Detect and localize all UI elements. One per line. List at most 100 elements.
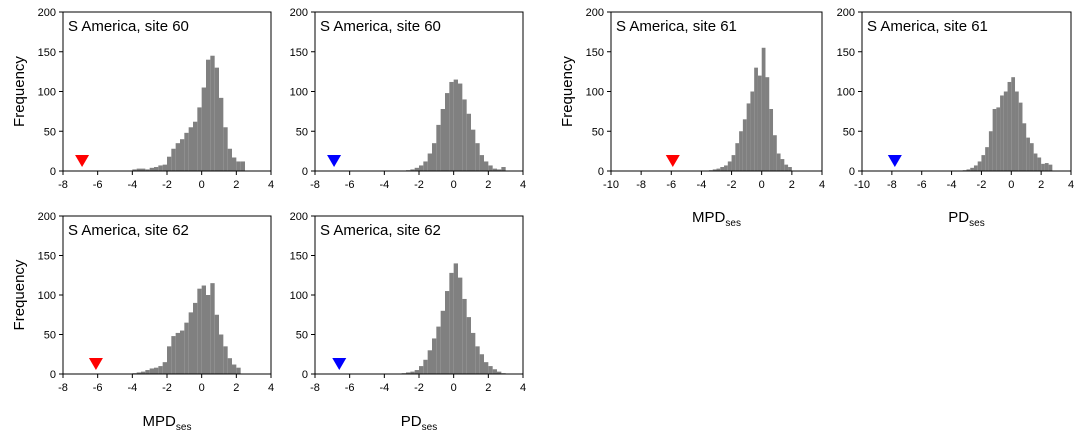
histogram-bar — [180, 139, 185, 171]
y-tick-label: 200 — [586, 7, 604, 19]
histogram-bar — [746, 103, 751, 171]
histogram-bar — [1048, 164, 1053, 171]
histogram-bar — [1015, 91, 1019, 171]
histogram-bar — [475, 143, 480, 171]
histogram-bar — [484, 161, 489, 171]
histogram-bar — [731, 155, 736, 171]
x-tick-label: -10 — [854, 179, 870, 191]
histogram-bar — [1026, 137, 1030, 171]
panel-title: S America, site 62 — [68, 222, 189, 239]
histogram-bar — [188, 312, 193, 374]
histogram-bar — [479, 155, 484, 171]
histogram-bar — [406, 372, 411, 374]
x-tick-label: 2 — [1038, 179, 1044, 191]
y-tick-label: 50 — [44, 330, 56, 342]
panel-title: S America, site 60 — [68, 18, 189, 35]
histogram-bar — [497, 371, 502, 374]
x-axis-label: MPDses — [692, 209, 741, 229]
histogram-bar — [727, 161, 732, 171]
histogram-bar — [1000, 95, 1004, 171]
histogram-bar — [410, 371, 415, 374]
histogram-bar — [145, 370, 150, 374]
x-tick-label: 4 — [520, 179, 526, 191]
histogram-bar — [149, 368, 154, 374]
y-tick-label: 0 — [302, 166, 308, 178]
y-tick-label: 200 — [290, 211, 308, 223]
histogram-bar — [761, 47, 766, 171]
x-tick-label: -4 — [127, 382, 137, 394]
x-tick-label: -2 — [414, 179, 424, 191]
x-tick-label: 0 — [451, 179, 457, 191]
histogram-bar — [1041, 163, 1045, 171]
histogram-bar — [162, 362, 167, 374]
x-tick-label: 4 — [1068, 179, 1074, 191]
x-tick-label: 4 — [520, 382, 526, 394]
y-tick-label: 100 — [837, 87, 855, 99]
y-tick-label: 100 — [586, 87, 604, 99]
x-axis-label: PDses — [401, 413, 437, 433]
y-tick-label: 150 — [290, 251, 308, 263]
histogram-bar — [197, 107, 202, 171]
histogram-bar — [436, 124, 441, 171]
histogram-bar — [419, 366, 424, 374]
histogram-bar — [141, 371, 146, 374]
y-tick-label: 50 — [296, 126, 308, 138]
histogram-bar — [780, 159, 785, 171]
observed-value-marker — [75, 155, 90, 167]
y-tick-label: 200 — [837, 7, 855, 19]
observed-value-marker — [665, 155, 680, 167]
histogram-bar — [145, 169, 150, 171]
panel-title: S America, site 62 — [320, 222, 441, 239]
histogram-bar — [985, 147, 989, 171]
histogram-bar — [427, 350, 432, 374]
x-tick-label: -8 — [58, 179, 68, 191]
x-tick-label: 2 — [233, 382, 239, 394]
histogram-bar — [973, 165, 978, 171]
histogram-bar — [432, 143, 437, 171]
x-tick-label: -6 — [93, 179, 103, 191]
histogram-bar — [175, 143, 180, 171]
observed-value-marker — [887, 155, 902, 167]
plot-frame — [314, 215, 524, 375]
x-tick-label: 0 — [451, 382, 457, 394]
histogram-bar — [712, 169, 717, 171]
histogram-panel-3: 0 50 100 150 200 -10 -8 -6 -4 -2 0 2 4 S America, sit… — [559, 7, 825, 229]
plot-frame — [610, 11, 823, 172]
histogram-bar — [240, 161, 245, 171]
histogram-bar — [788, 167, 792, 171]
histogram-bar — [197, 288, 202, 374]
histogram-bar — [716, 168, 721, 171]
x-tick-label: -2 — [977, 179, 987, 191]
histogram-bar — [445, 93, 450, 171]
y-tick-label: 200 — [38, 7, 56, 19]
histogram-bar — [742, 119, 747, 171]
histogram-bar — [136, 372, 141, 374]
histogram-bar — [776, 153, 781, 171]
histogram-bar — [132, 169, 137, 171]
histogram-bar — [750, 91, 755, 171]
y-tick-label: 150 — [586, 47, 604, 59]
histogram-bar — [996, 107, 1001, 171]
histogram-bar — [471, 332, 476, 374]
histogram-bar — [162, 164, 167, 171]
histogram-bar — [992, 108, 997, 171]
histogram-bar — [977, 161, 982, 171]
histogram-bar — [981, 155, 986, 171]
histogram-bar — [784, 164, 789, 171]
histogram-bar — [206, 59, 211, 172]
histogram-bar — [497, 169, 502, 171]
histogram-bar — [1018, 102, 1023, 171]
x-tick-label: 4 — [819, 179, 825, 191]
plot-frame — [62, 11, 272, 172]
histogram-bar — [414, 167, 419, 171]
histogram-bar — [149, 167, 154, 171]
histogram-bar — [227, 148, 232, 171]
histogram-bar — [757, 75, 762, 171]
y-axis-label: Frequency — [11, 259, 28, 330]
x-tick-label: 4 — [268, 382, 274, 394]
y-tick-label: 100 — [38, 87, 56, 99]
y-tick-label: 100 — [290, 87, 308, 99]
histogram-bar — [492, 369, 497, 374]
plot-frame — [861, 11, 1072, 172]
y-tick-label: 200 — [290, 7, 308, 19]
